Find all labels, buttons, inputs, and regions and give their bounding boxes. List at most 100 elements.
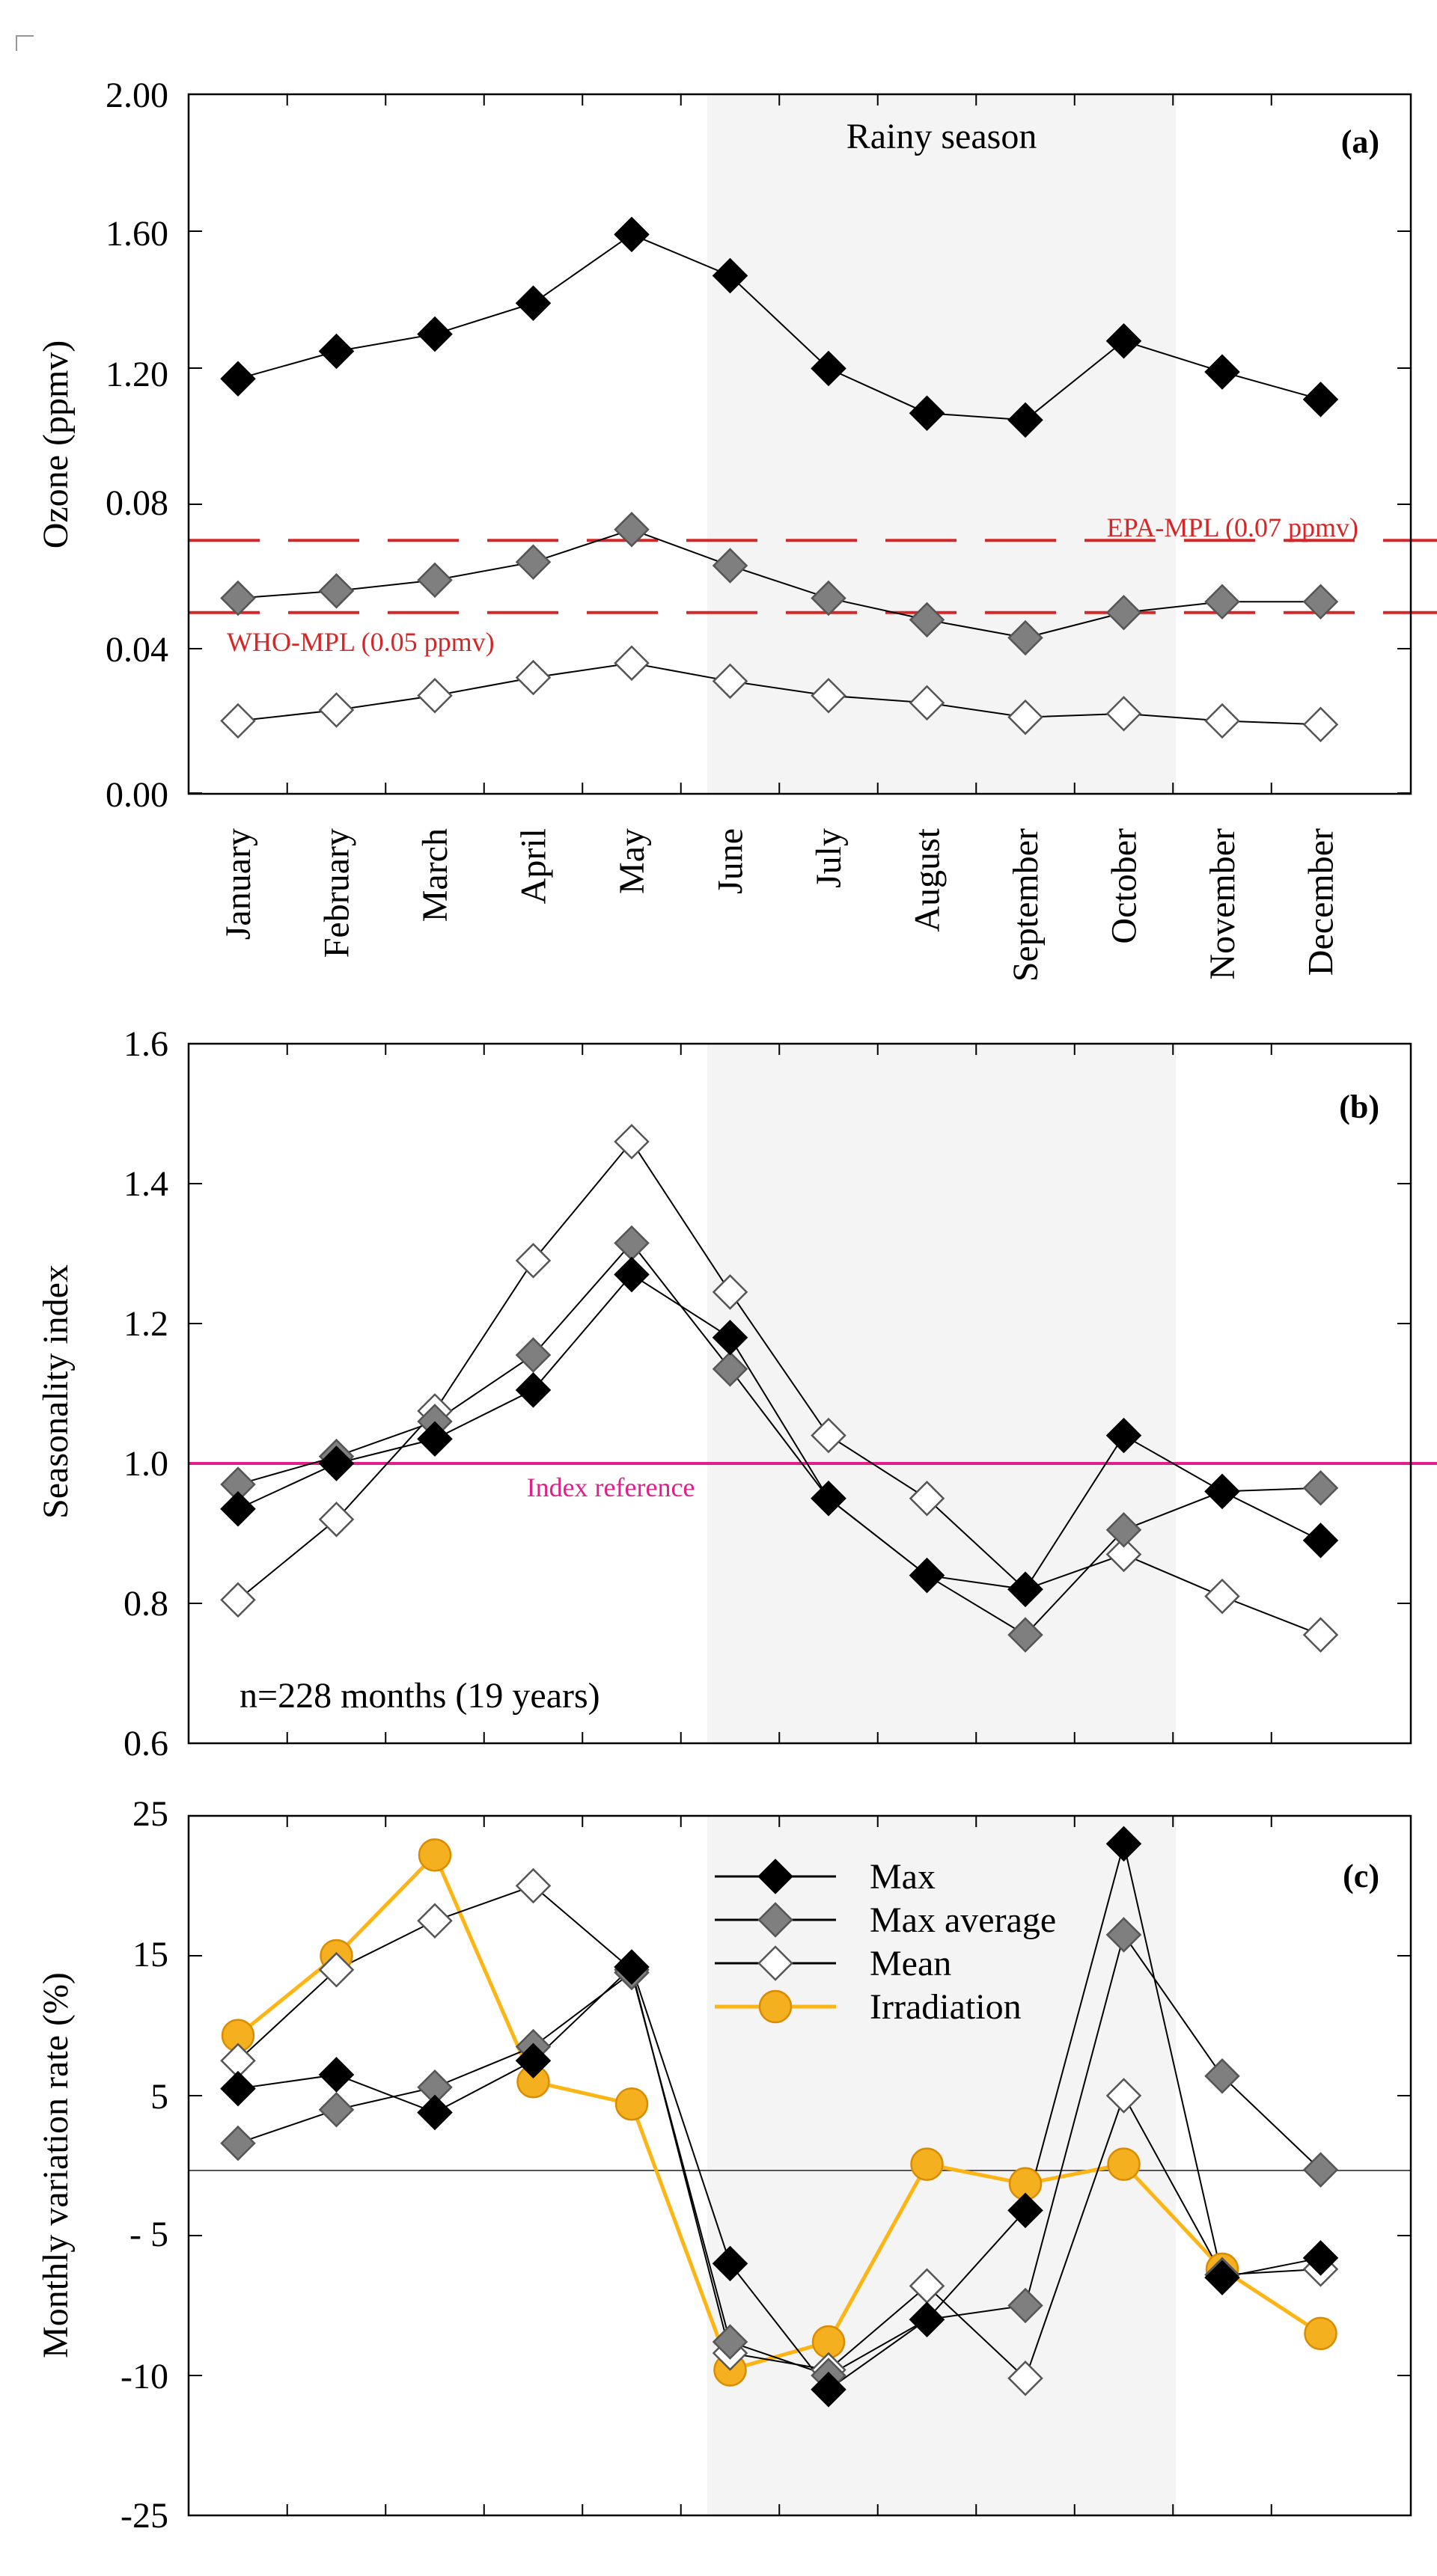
month-label-may: May <box>612 828 652 894</box>
series-line-max-average <box>237 528 1321 639</box>
point-max <box>220 361 256 397</box>
point-max <box>220 2070 256 2107</box>
legend-label-mean: Mean <box>870 1944 951 1983</box>
ytick-a-2: 0.08 <box>106 483 168 523</box>
point-max-average <box>1204 2058 1240 2094</box>
legend-marker-irradiation <box>758 1989 793 2024</box>
point-max <box>1007 2192 1043 2229</box>
point-max <box>1007 402 1043 438</box>
point-max <box>1204 1473 1240 1510</box>
point-max-average <box>515 1337 552 1373</box>
point-mean <box>515 1867 552 1904</box>
point-max-average <box>712 548 748 584</box>
point-mean <box>1007 2360 1043 2396</box>
point-max-average <box>417 562 453 599</box>
month-label-july: July <box>809 828 849 888</box>
ytick-c-5: -25 <box>120 2496 168 2536</box>
series-line-mean <box>237 1140 1321 1636</box>
legend-marker-max-average <box>757 1902 793 1938</box>
panel-b-annotation: n=228 months (19 years) <box>240 1676 600 1716</box>
point-max-average <box>1105 594 1142 631</box>
point-mean <box>909 685 945 721</box>
point-mean <box>318 1951 355 1988</box>
point-max <box>811 350 846 387</box>
series-line-max <box>237 1844 1321 2391</box>
legend-marker-max <box>757 1858 793 1894</box>
month-label-november: November <box>1203 828 1242 980</box>
point-max <box>1302 382 1339 417</box>
point-max <box>318 333 355 370</box>
panel-b: Index reference (b) n=228 months (19 yea… <box>36 1024 1437 1763</box>
point-irradiation <box>1107 2147 1141 2181</box>
point-max-average <box>1007 619 1043 656</box>
point-max <box>712 1319 748 1356</box>
point-mean <box>515 1243 552 1279</box>
point-max <box>909 2301 945 2337</box>
point-max-average <box>318 2091 355 2128</box>
point-max <box>1204 2260 1240 2295</box>
point-max-average <box>1302 584 1339 620</box>
point-max <box>909 1557 945 1594</box>
panel-b-index-reference-label: Index reference <box>527 1472 695 1502</box>
point-max <box>417 2094 453 2131</box>
ytick-a-3: 1.20 <box>106 355 168 394</box>
point-max-average <box>318 573 355 609</box>
point-max <box>712 257 748 294</box>
ytick-c-0: 25 <box>132 1794 168 1834</box>
panel-a-ylabel: Ozone (ppmv) <box>36 340 76 549</box>
point-irradiation <box>1304 2316 1337 2351</box>
legend-marker-mean <box>757 1945 793 1981</box>
panel-b-rainy-shade <box>707 1044 1176 1743</box>
point-mean <box>1204 703 1240 739</box>
point-mean <box>1105 696 1142 732</box>
panel-a-epa-label: EPA-MPL (0.07 ppmv) <box>1107 513 1358 542</box>
panel-c-frame <box>187 1814 1412 2517</box>
point-mean <box>811 1417 846 1454</box>
month-label-january: January <box>219 828 258 940</box>
ytick-b-1: 0.8 <box>123 1584 168 1624</box>
point-mean <box>417 1903 453 1939</box>
point-mean <box>220 1582 256 1618</box>
panel-b-tag: (b) <box>1339 1089 1379 1125</box>
point-max <box>909 395 945 431</box>
ytick-b-2: 1.0 <box>123 1444 168 1484</box>
point-max <box>1204 354 1240 390</box>
point-max-average <box>614 512 650 548</box>
point-mean <box>1302 706 1339 743</box>
point-max-average <box>614 1225 650 1261</box>
legend-label-max: Max <box>870 1857 936 1897</box>
series-line-max <box>237 233 1321 421</box>
point-mean <box>1007 699 1043 735</box>
point-max <box>1302 1523 1339 1558</box>
point-max-average <box>1105 1512 1142 1548</box>
point-irradiation <box>614 2087 649 2121</box>
panel-a-who-label: WHO-MPL (0.05 ppmv) <box>227 627 495 657</box>
month-label-august: August <box>908 827 948 931</box>
point-max <box>614 1256 650 1293</box>
point-max-average <box>220 2125 256 2162</box>
point-max-average <box>1302 2152 1339 2188</box>
ytick-c-2: 5 <box>150 2077 168 2117</box>
month-label-june: June <box>711 828 751 894</box>
month-label-april: April <box>514 828 554 904</box>
point-max-average <box>1007 2287 1043 2324</box>
panel-c-ticks <box>189 1816 1411 2515</box>
ytick-a-4: 1.60 <box>106 214 168 254</box>
point-mean <box>614 1124 650 1160</box>
point-irradiation <box>418 1838 452 1872</box>
legend-label-max-average: Max average <box>870 1900 1056 1940</box>
point-mean <box>515 659 552 696</box>
point-mean <box>1204 1578 1240 1615</box>
panel-c-ylabel: Monthly variation rate (%) <box>36 1972 76 2358</box>
point-max <box>1007 1571 1043 1608</box>
point-max <box>1105 322 1142 359</box>
series-line-mean <box>237 1885 1321 2380</box>
point-mean <box>220 703 256 739</box>
month-label-december: December <box>1302 828 1341 976</box>
legend-label-irradiation: Irradiation <box>870 1987 1022 2027</box>
panel-b-ylabel: Seasonality index <box>36 1264 76 1519</box>
point-mean <box>417 677 453 714</box>
point-max-average <box>1105 1917 1142 1953</box>
panel-a-series <box>220 216 1339 743</box>
